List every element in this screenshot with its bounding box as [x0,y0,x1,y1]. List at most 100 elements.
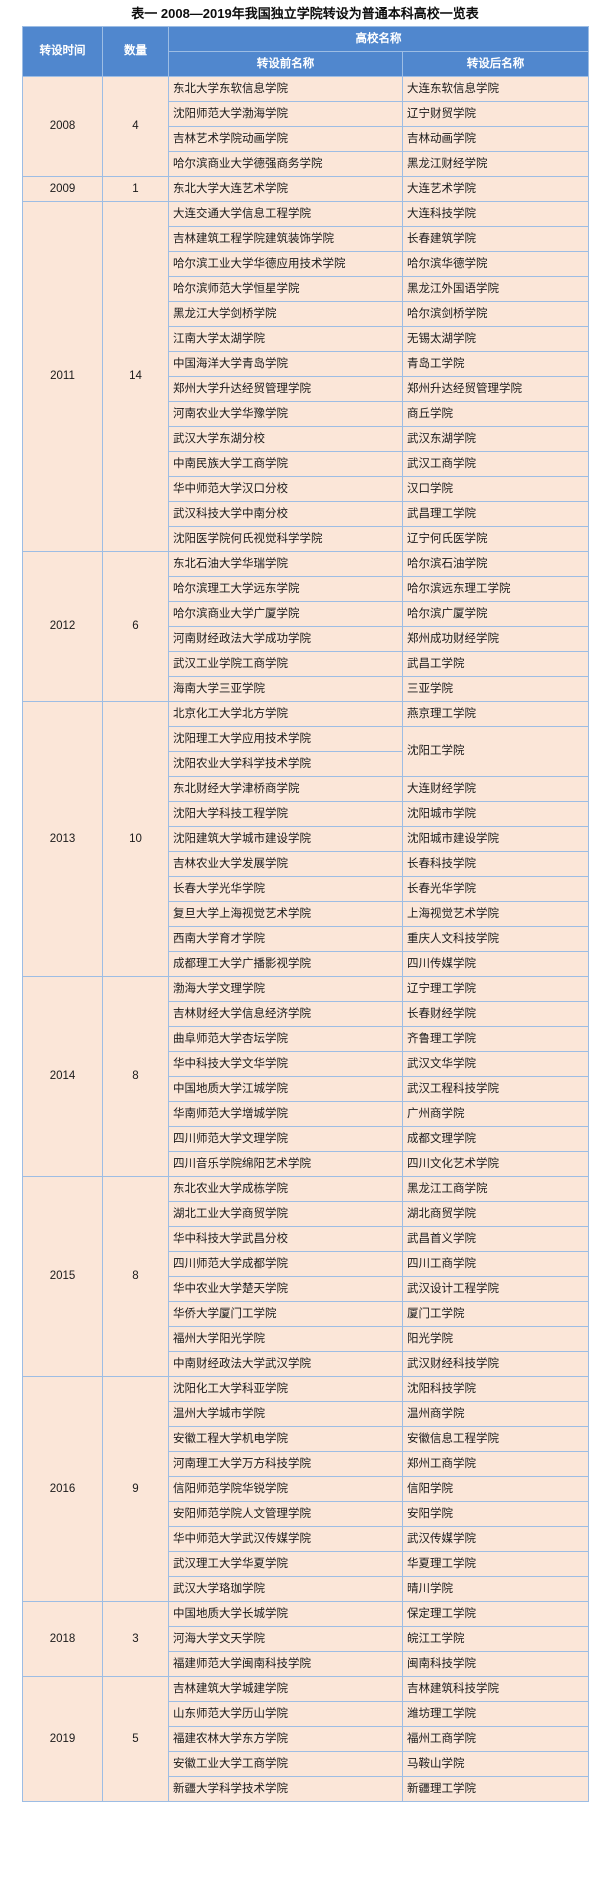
table-row: 信阳师范学院华锐学院 信阳学院 [23,1476,589,1502]
table-row: 哈尔滨商业大学广厦学院 哈尔滨广厦学院 [23,601,589,627]
cell-name-before: 温州大学城市学院 [168,1401,403,1427]
header-cell-before: 转设前名称 [168,51,403,77]
cell-name-before: 北京化工大学北方学院 [168,701,403,727]
cell-name-after: 重庆人文科技学院 [402,926,589,952]
cell-name-before: 四川师范大学文理学院 [168,1126,403,1152]
table-row: 新疆大学科学技术学院 新疆理工学院 [23,1776,589,1802]
cell-name-before: 哈尔滨商业大学广厦学院 [168,601,403,627]
cell-name-after: 闽南科技学院 [402,1651,589,1677]
table-row: 湖北工业大学商贸学院 湖北商贸学院 [23,1201,589,1227]
cell-name-after: 沈阳科技学院 [402,1376,589,1402]
cell-count: 14 [102,201,169,552]
table-row: 武汉工业学院工商学院 武昌工学院 [23,651,589,677]
table-row: 中国海洋大学青岛学院 青岛工学院 [23,351,589,377]
cell-count: 6 [102,551,169,702]
cell-name-before: 吉林财经大学信息经济学院 [168,1001,403,1027]
table-row: 四川师范大学文理学院 成都文理学院 [23,1126,589,1152]
cell-name-after: 四川传媒学院 [402,951,589,977]
cell-name-before: 河南财经政法大学成功学院 [168,626,403,652]
cell-name-after: 武昌理工学院 [402,501,589,527]
cell-name-after: 武汉设计工程学院 [402,1276,589,1302]
cell-year: 2012 [22,551,103,702]
cell-name-after: 湖北商贸学院 [402,1201,589,1227]
cell-name-after: 郑州成功财经学院 [402,626,589,652]
cell-name-before: 中南民族大学工商学院 [168,451,403,477]
cell-name-after: 马鞍山学院 [402,1751,589,1777]
table-row: 吉林农业大学发展学院 长春科技学院 [23,851,589,877]
cell-name-after: 辽宁财贸学院 [402,101,589,127]
cell-name-after: 武汉财经科技学院 [402,1351,589,1377]
cell-name-before: 福建师范大学闽南科技学院 [168,1651,403,1677]
table-row: 福建农林大学东方学院 福州工商学院 [23,1726,589,1752]
table-row: 华中科技大学文华学院 武汉文华学院 [23,1051,589,1077]
table-row: 温州大学城市学院 温州商学院 [23,1401,589,1427]
table-row: 2013 10 北京化工大学北方学院 燕京理工学院 [22,701,589,977]
cell-name-before: 中国地质大学长城学院 [168,1601,403,1627]
cell-name-before: 吉林建筑工程学院建筑装饰学院 [168,226,403,252]
cell-name-before: 哈尔滨商业大学德强商务学院 [168,151,403,177]
table-row: 2009 1 东北大学大连艺术学院 大连艺术学院 [22,176,589,202]
cell-count: 8 [102,1176,169,1377]
table-row: 成都理工大学广播影视学院 四川传媒学院 [23,951,589,977]
table-row: 哈尔滨师范大学恒星学院 黑龙江外国语学院 [23,276,589,302]
cell-name-after: 成都文理学院 [402,1126,589,1152]
cell-name-before: 沈阳化工大学科亚学院 [168,1376,403,1402]
cell-name-before: 山东师范大学历山学院 [168,1701,403,1727]
table-row: 2008 4 东北大学东软信息学院 大连东软信息学院 [22,76,589,177]
cell-name-before: 哈尔滨理工大学远东学院 [168,576,403,602]
table-row: 福州大学阳光学院 阳光学院 [23,1326,589,1352]
table-row: 吉林艺术学院动画学院 吉林动画学院 [23,126,589,152]
cell-count: 1 [102,176,169,202]
cell-name-before: 东北石油大学华瑞学院 [168,551,403,577]
table-row: 2014 8 渤海大学文理学院 辽宁理工学院 [22,976,589,1177]
header-cell-group: 高校名称 [168,26,589,52]
table-row: 吉林建筑工程学院建筑装饰学院 长春建筑学院 [23,226,589,252]
header-row-bottom: 转设前名称 转设后名称 [23,51,589,77]
cell-name-before: 大连交通大学信息工程学院 [168,201,403,227]
cell-name-after: 大连东软信息学院 [402,76,589,102]
table-row: 河南农业大学华豫学院 商丘学院 [23,401,589,427]
cell-count: 10 [102,701,169,977]
cell-name-after: 郑州升达经贸管理学院 [402,376,589,402]
table-row: 武汉科技大学中南分校 武昌理工学院 [23,501,589,527]
cell-name-before: 安徽工业大学工商学院 [168,1751,403,1777]
cell-name-before: 沈阳建筑大学城市建设学院 [168,826,403,852]
cell-name-before: 四川师范大学成都学院 [168,1251,403,1277]
page-title: 表一 2008—2019年我国独立学院转设为普通本科高校一览表 [131,6,479,21]
table-row: 中南财经政法大学武汉学院 武汉财经科技学院 [23,1351,589,1377]
table-row: 哈尔滨商业大学德强商务学院 黑龙江财经学院 [23,151,589,177]
cell-count: 9 [102,1376,169,1602]
cell-name-after: 武汉工程科技学院 [402,1076,589,1102]
table-row: 黑龙江大学剑桥学院 哈尔滨剑桥学院 [23,301,589,327]
cell-name-after: 商丘学院 [402,401,589,427]
table-row: 华中师范大学汉口分校 汉口学院 [23,476,589,502]
cell-name-before: 河海大学文天学院 [168,1626,403,1652]
cell-name-after: 信阳学院 [402,1476,589,1502]
table-row: 2015 8 东北农业大学成栋学院 黑龙江工商学院 [22,1176,589,1377]
table-row: 沈阳医学院何氏视觉科学学院 辽宁何氏医学院 [23,526,589,552]
cell-name-after: 四川工商学院 [402,1251,589,1277]
cell-name-after: 大连财经学院 [402,776,589,802]
cell-name-after: 哈尔滨剑桥学院 [402,301,589,327]
table-row: 山东师范大学历山学院 潍坊理工学院 [23,1701,589,1727]
cell-name-after: 哈尔滨石油学院 [402,551,589,577]
cell-name-after: 安徽信息工程学院 [402,1426,589,1452]
cell-name-after: 燕京理工学院 [402,701,589,727]
table-row: 华中农业大学楚天学院 武汉设计工程学院 [23,1276,589,1302]
cell-name-after: 黑龙江外国语学院 [402,276,589,302]
cell-name-after: 吉林动画学院 [402,126,589,152]
transformation-table: 转设时间 数量 高校名称 转设前名称 转设后名称 2008 4 东北大学东软信息学院… [22,26,589,1802]
cell-name-before: 东北财经大学津桥商学院 [168,776,403,802]
cell-name-before: 中国地质大学江城学院 [168,1076,403,1102]
cell-year: 2016 [22,1376,103,1602]
cell-year: 2019 [22,1676,103,1802]
header-cell-after: 转设后名称 [402,51,589,77]
table-row: 沈阳建筑大学城市建设学院 沈阳城市建设学院 [23,826,589,852]
cell-name-before: 沈阳农业大学科学技术学院 [168,751,403,777]
cell-name-before: 信阳师范学院华锐学院 [168,1476,403,1502]
cell-name-before: 郑州大学升达经贸管理学院 [168,376,403,402]
cell-name-after: 武昌首义学院 [402,1226,589,1252]
cell-name-before: 江南大学太湖学院 [168,326,403,352]
cell-name-before: 武汉大学珞珈学院 [168,1576,403,1602]
